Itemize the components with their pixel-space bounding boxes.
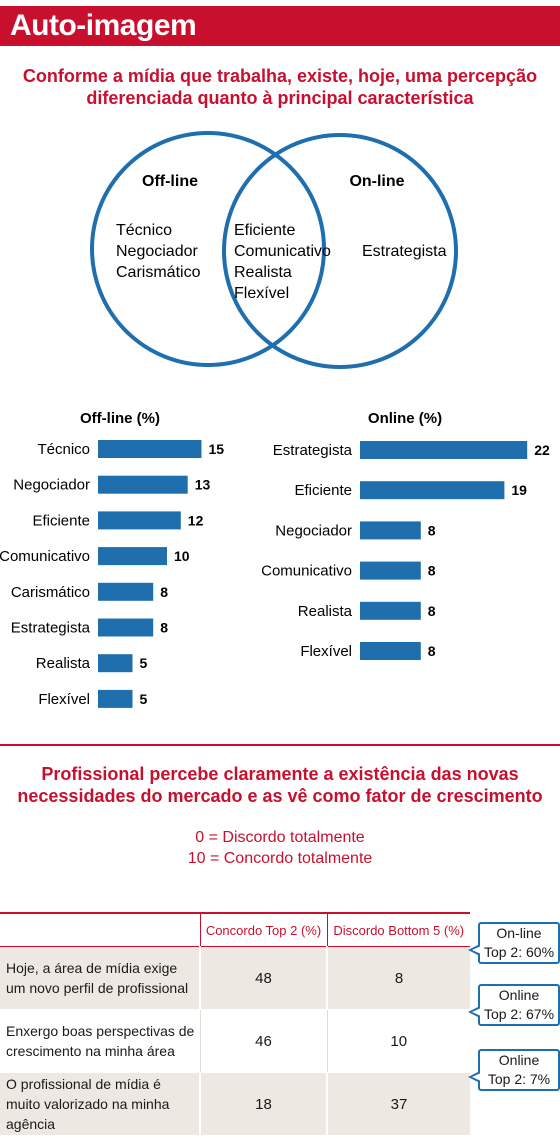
data-label: 8 xyxy=(160,620,168,636)
category-label: Eficiente xyxy=(294,482,352,499)
callout-box: Online Top 2: 7% xyxy=(468,1049,560,1091)
category-label: Carismático xyxy=(11,584,90,601)
data-label: 5 xyxy=(140,691,148,707)
chart-online: Online (%) Estrategista 22 Eficiente 19 Negoc… xyxy=(261,410,550,660)
category-label: Realista xyxy=(298,603,353,620)
data-label: 15 xyxy=(209,441,225,457)
table-header-question xyxy=(0,912,200,947)
section2-subtitle-line2: necessidades do mercado e as vê como fat… xyxy=(17,786,543,806)
bar xyxy=(98,547,167,566)
bar xyxy=(98,440,202,458)
callout-line2: Top 2: 7% xyxy=(487,1071,551,1087)
row-bottom5-value: 10 xyxy=(326,1009,470,1073)
callout-line1: Online xyxy=(498,987,540,1003)
category-label: Negociador xyxy=(13,477,90,494)
category-label: Comunicativo xyxy=(0,548,90,565)
scale-low-label: 0 = Discordo totalmente xyxy=(195,829,365,846)
bar xyxy=(360,481,505,500)
section2-subtitle-line1: Profissional percebe claramente a existê… xyxy=(41,764,519,784)
data-label: 12 xyxy=(188,512,204,528)
chart-title: Online (%) xyxy=(368,410,442,427)
venn-left-item: Carismático xyxy=(116,264,201,281)
category-label: Flexível xyxy=(38,691,90,708)
chart-offline: Off-line (%) Técnico 15 Negociador 13 Eficien… xyxy=(0,410,225,708)
data-label: 5 xyxy=(140,655,148,671)
table-header-row: Concordo Top 2 (%) Discordo Bottom 5 (%) xyxy=(0,912,470,947)
category-label: Estrategista xyxy=(273,442,353,459)
venn-center-item: Eficiente xyxy=(234,222,295,239)
page-title: Auto-imagem xyxy=(10,9,197,42)
venn-circle-offline xyxy=(90,131,326,367)
row-question: Hoje, a área de mídia exige um novo perf… xyxy=(0,946,200,1010)
data-label: 8 xyxy=(160,584,168,600)
data-label: 8 xyxy=(428,603,436,619)
venn-left-item: Negociador xyxy=(116,243,199,260)
data-label: 19 xyxy=(511,482,527,498)
row-top2-value: 48 xyxy=(199,946,327,1010)
row-question: Enxergo boas perspectivas de crescimento… xyxy=(0,1009,200,1073)
venn-right-item: Estrategista xyxy=(362,243,447,260)
venn-center-item: Flexível xyxy=(234,285,289,302)
bar xyxy=(360,642,421,660)
table-row: O profissional de mídia é muito valoriza… xyxy=(0,1072,470,1136)
section-divider xyxy=(0,744,560,746)
row-question: O profissional de mídia é muito valoriza… xyxy=(0,1072,200,1136)
venn-left-item: Técnico xyxy=(116,222,172,239)
bar xyxy=(98,511,181,530)
callout-box: Online Top 2: 67% xyxy=(468,984,560,1026)
data-label: 8 xyxy=(428,563,436,579)
row-bottom5-value: 37 xyxy=(326,1072,470,1136)
category-label: Estrategista xyxy=(11,620,91,637)
venn-right-title: On-line xyxy=(349,173,404,190)
category-label: Comunicativo xyxy=(261,563,352,580)
row-top2-value: 18 xyxy=(199,1072,327,1136)
bar xyxy=(98,689,133,708)
bar xyxy=(360,601,421,620)
bar xyxy=(98,618,154,637)
venn-left-title: Off-line xyxy=(142,173,198,190)
category-label: Realista xyxy=(36,655,91,672)
section1-subtitle-line2: diferenciada quanto à principal caracter… xyxy=(86,88,474,108)
bar xyxy=(98,654,133,673)
category-label: Negociador xyxy=(275,522,352,539)
category-label: Técnico xyxy=(37,441,90,458)
row-top2-value: 46 xyxy=(199,1009,327,1073)
data-label: 8 xyxy=(428,522,436,538)
callout-line2: Top 2: 60% xyxy=(483,944,555,960)
venn-diagram: Off-line On-line Técnico Negociador Cari… xyxy=(90,131,458,369)
row-bottom5-value: 8 xyxy=(326,946,470,1010)
title-bar: Auto-imagem xyxy=(0,6,560,46)
category-label: Eficiente xyxy=(32,512,90,529)
chart-title: Off-line (%) xyxy=(80,410,160,427)
venn-center-item: Realista xyxy=(234,264,292,281)
bar xyxy=(98,475,188,494)
venn-circle-online xyxy=(222,133,458,369)
data-label: 13 xyxy=(195,477,211,493)
bar xyxy=(360,441,528,459)
callout-box: On-line Top 2: 60% xyxy=(468,922,560,964)
survey-table: Concordo Top 2 (%) Discordo Bottom 5 (%)… xyxy=(0,912,470,1136)
category-label: Flexível xyxy=(300,643,352,660)
scale-high-label: 10 = Concordo totalmente xyxy=(187,850,373,867)
venn-center-item: Comunicativo xyxy=(234,243,331,260)
data-label: 22 xyxy=(534,442,550,458)
callout-line1: Online xyxy=(498,1052,540,1068)
table-row: Hoje, a área de mídia exige um novo perf… xyxy=(0,946,470,1010)
table-row: Enxergo boas perspectivas de crescimento… xyxy=(0,1009,470,1073)
table-header-bottom5: Discordo Bottom 5 (%) xyxy=(326,912,470,947)
table-header-top2: Concordo Top 2 (%) xyxy=(199,912,327,947)
callout-line1: On-line xyxy=(496,925,542,941)
bar xyxy=(98,582,154,601)
bar xyxy=(360,521,421,540)
data-label: 8 xyxy=(428,643,436,659)
callout-line2: Top 2: 67% xyxy=(483,1006,555,1022)
bar xyxy=(360,561,421,580)
section1-subtitle-line1: Conforme a mídia que trabalha, existe, h… xyxy=(22,66,538,86)
data-label: 10 xyxy=(174,548,190,564)
